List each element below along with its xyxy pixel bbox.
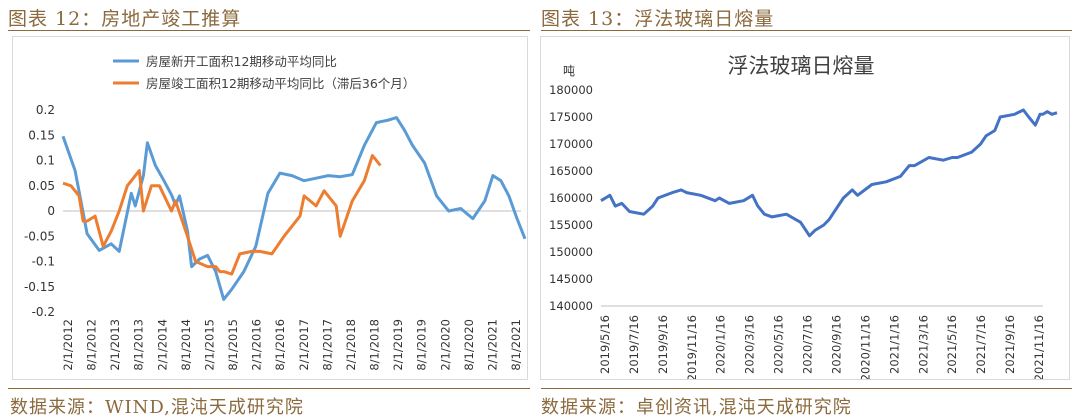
y-tick-label: 0.2 [36, 103, 55, 117]
y-tick-label: 140000 [549, 299, 593, 313]
y-tick-label: 180000 [549, 83, 593, 97]
x-tick-label: 2/1/2017 [297, 319, 311, 371]
figure-12-title-rule [8, 30, 530, 31]
x-tick-label: 2/1/2013 [108, 319, 122, 371]
x-tick-label: 2/1/2012 [61, 319, 75, 371]
x-tick-label: 8/1/2017 [320, 319, 334, 371]
figure-13-title: 图表 13：浮法玻璃日熔量 [541, 8, 775, 30]
x-tick-label: 2019/5/16 [598, 315, 612, 374]
x-tick-label: 8/1/2015 [226, 319, 240, 371]
x-tick-label: 2021/11/16 [1032, 315, 1046, 379]
y-tick-label: 155000 [549, 218, 593, 232]
x-tick-label: 2021/1/16 [887, 315, 901, 374]
x-tick-label: 2/1/2020 [438, 319, 452, 371]
x-tick-label: 2020/11/16 [858, 315, 872, 379]
figure-13-source: 数据来源：卓创资讯,混沌天成研究院 [541, 397, 852, 418]
figure-13-title-rule [541, 30, 1072, 31]
x-tick-label: 2019/9/16 [656, 315, 670, 374]
chart-13-title: 浮法玻璃日熔量 [728, 54, 875, 78]
y-tick-label: 0.15 [28, 128, 55, 142]
figure-12-source-rule [8, 388, 530, 389]
x-tick-label: 8/1/2021 [509, 319, 523, 371]
x-tick-label: 2019/11/16 [685, 315, 699, 379]
y-tick-label: -0.2 [32, 305, 55, 319]
legend-label-1: 房屋新开工面积12期移动平均同比 [146, 54, 337, 69]
x-tick-label: 2/1/2021 [485, 319, 499, 371]
series-line-1 [600, 108, 1058, 238]
series-line-2 [62, 154, 382, 276]
x-tick-label: 8/1/2012 [85, 319, 99, 371]
y-tick-label: 0 [47, 204, 55, 218]
x-tick-label: 2020/3/16 [743, 315, 757, 374]
x-tick-label: 8/1/2013 [132, 319, 146, 371]
y-tick-label: 0.05 [28, 179, 55, 193]
y-axis-unit-label: 吨 [563, 64, 575, 78]
x-tick-label: 2/1/2016 [250, 319, 264, 371]
x-tick-label: 2021/9/16 [1003, 315, 1017, 374]
figure-12-title: 图表 12：房地产竣工推算 [8, 8, 242, 30]
y-tick-label: 175000 [549, 110, 593, 124]
y-tick-label: -0.05 [24, 229, 55, 243]
y-tick-label: 150000 [549, 245, 593, 259]
x-tick-label: 2/1/2019 [391, 319, 405, 371]
x-tick-label: 8/1/2018 [368, 319, 382, 371]
x-tick-label: 2021/3/16 [916, 315, 930, 374]
legend-label-2: 房屋竣工面积12期移动平均同比（滞后36个月） [146, 76, 415, 91]
x-tick-label: 2020/7/16 [801, 315, 815, 374]
x-tick-label: 2021/5/16 [945, 315, 959, 374]
x-tick-label: 8/1/2019 [415, 319, 429, 371]
x-tick-label: 2021/7/16 [974, 315, 988, 374]
x-tick-label: 2/1/2018 [344, 319, 358, 371]
y-tick-label: 170000 [549, 137, 593, 151]
series-line-1 [61, 116, 527, 301]
y-tick-label: -0.1 [32, 255, 55, 269]
chart-13-svg: 浮法玻璃日熔量 吨 180000 175000 170000 165000 160000 15… [549, 54, 1058, 381]
y-tick-label: 160000 [549, 191, 593, 205]
y-tick-label: 165000 [549, 164, 593, 178]
x-tick-label: 8/1/2016 [273, 319, 287, 371]
figure-13-source-rule [541, 388, 1072, 389]
chart-12-panel: 房屋新开工面积12期移动平均同比房屋竣工面积12期移动平均同比（滞后36个月） 0… [12, 36, 528, 380]
x-tick-label: 2020/9/16 [829, 315, 843, 374]
y-tick-label: 145000 [549, 272, 593, 286]
x-tick-label: 2019/7/16 [627, 315, 641, 374]
x-tick-label: 8/1/2014 [179, 319, 193, 371]
y-tick-label: 0.1 [36, 154, 55, 168]
x-tick-label: 2020/5/16 [772, 315, 786, 374]
x-tick-label: 8/1/2020 [462, 319, 476, 371]
x-tick-label: 2/1/2014 [155, 319, 169, 371]
chart-13-panel: 浮法玻璃日熔量 吨 180000 175000 170000 165000 160000 15… [540, 36, 1070, 381]
y-tick-label: -0.15 [24, 280, 55, 294]
figure-12-source: 数据来源：WIND,混沌天成研究院 [10, 397, 304, 418]
x-tick-label: 2/1/2015 [202, 319, 216, 371]
x-tick-label: 2020/1/16 [714, 315, 728, 374]
